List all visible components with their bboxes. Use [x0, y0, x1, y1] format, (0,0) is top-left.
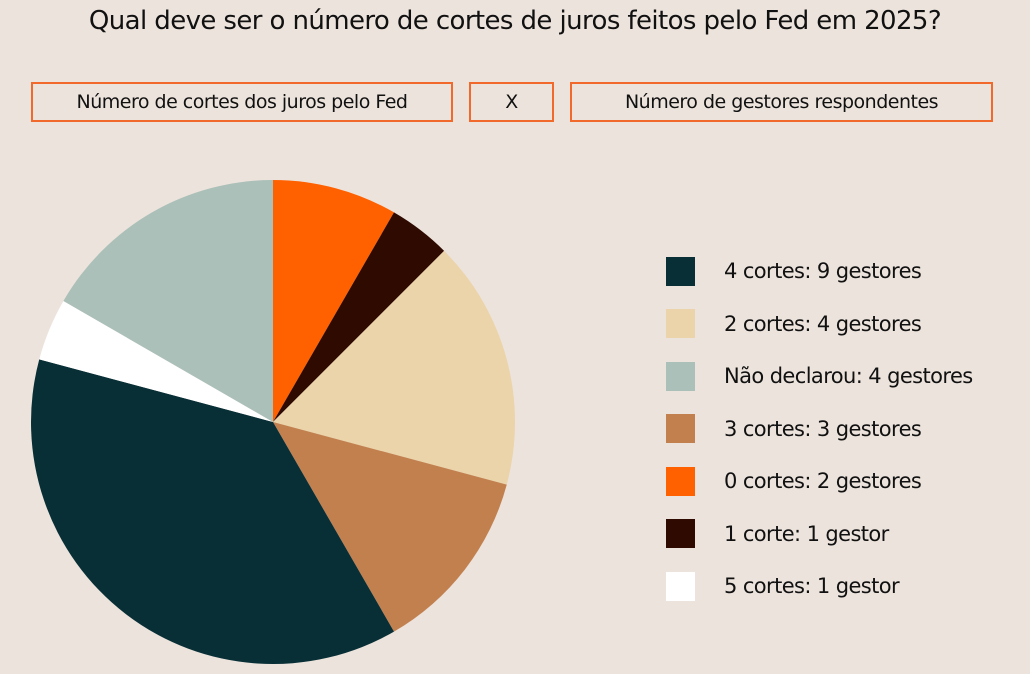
legend-swatch — [666, 571, 695, 601]
pie-slice-4 — [31, 359, 394, 664]
header-box-x: X — [469, 82, 554, 122]
legend-label: 1 corte: 1 gestor — [724, 521, 889, 546]
legend-item: 2 cortes: 4 gestores — [666, 309, 922, 339]
header-box-managers: Número de gestores respondentes — [570, 82, 993, 122]
legend-label: 3 cortes: 3 gestores — [724, 416, 922, 441]
legend-label: 4 cortes: 9 gestores — [724, 259, 922, 283]
pie-slice-2 — [273, 250, 515, 485]
pie-slice-6 — [63, 180, 273, 422]
pie-slice-1 — [273, 212, 445, 422]
pie-slice-0 — [273, 180, 394, 422]
legend-item: 0 cortes: 2 gestores — [666, 466, 922, 496]
legend-label: Não declarou: 4 gestores — [724, 364, 973, 388]
legend-item: 1 corte: 1 gestor — [666, 519, 889, 549]
pie-slice-5 — [39, 301, 273, 422]
legend-item: 4 cortes: 9 gestores — [666, 256, 922, 286]
legend-label: 2 cortes: 4 gestores — [724, 311, 922, 336]
legend-item: 3 cortes: 3 gestores — [666, 414, 922, 444]
legend-swatch — [666, 519, 695, 548]
legend-swatch — [666, 309, 695, 338]
legend-swatch — [666, 361, 695, 391]
chart-title: Qual deve ser o número de cortes de juro… — [88, 6, 942, 36]
legend-item: 5 cortes: 1 gestor — [666, 571, 900, 601]
legend-label: 0 cortes: 2 gestores — [724, 469, 922, 493]
legend-label: 5 cortes: 1 gestor — [724, 574, 900, 598]
legend-item: Não declarou: 4 gestores — [666, 361, 973, 391]
legend-swatch — [666, 414, 695, 443]
header-box-cuts: Número de cortes dos juros pelo Fed — [31, 82, 453, 122]
legend-swatch — [666, 466, 695, 496]
legend-swatch — [666, 256, 695, 286]
pie-slice-3 — [273, 422, 507, 632]
